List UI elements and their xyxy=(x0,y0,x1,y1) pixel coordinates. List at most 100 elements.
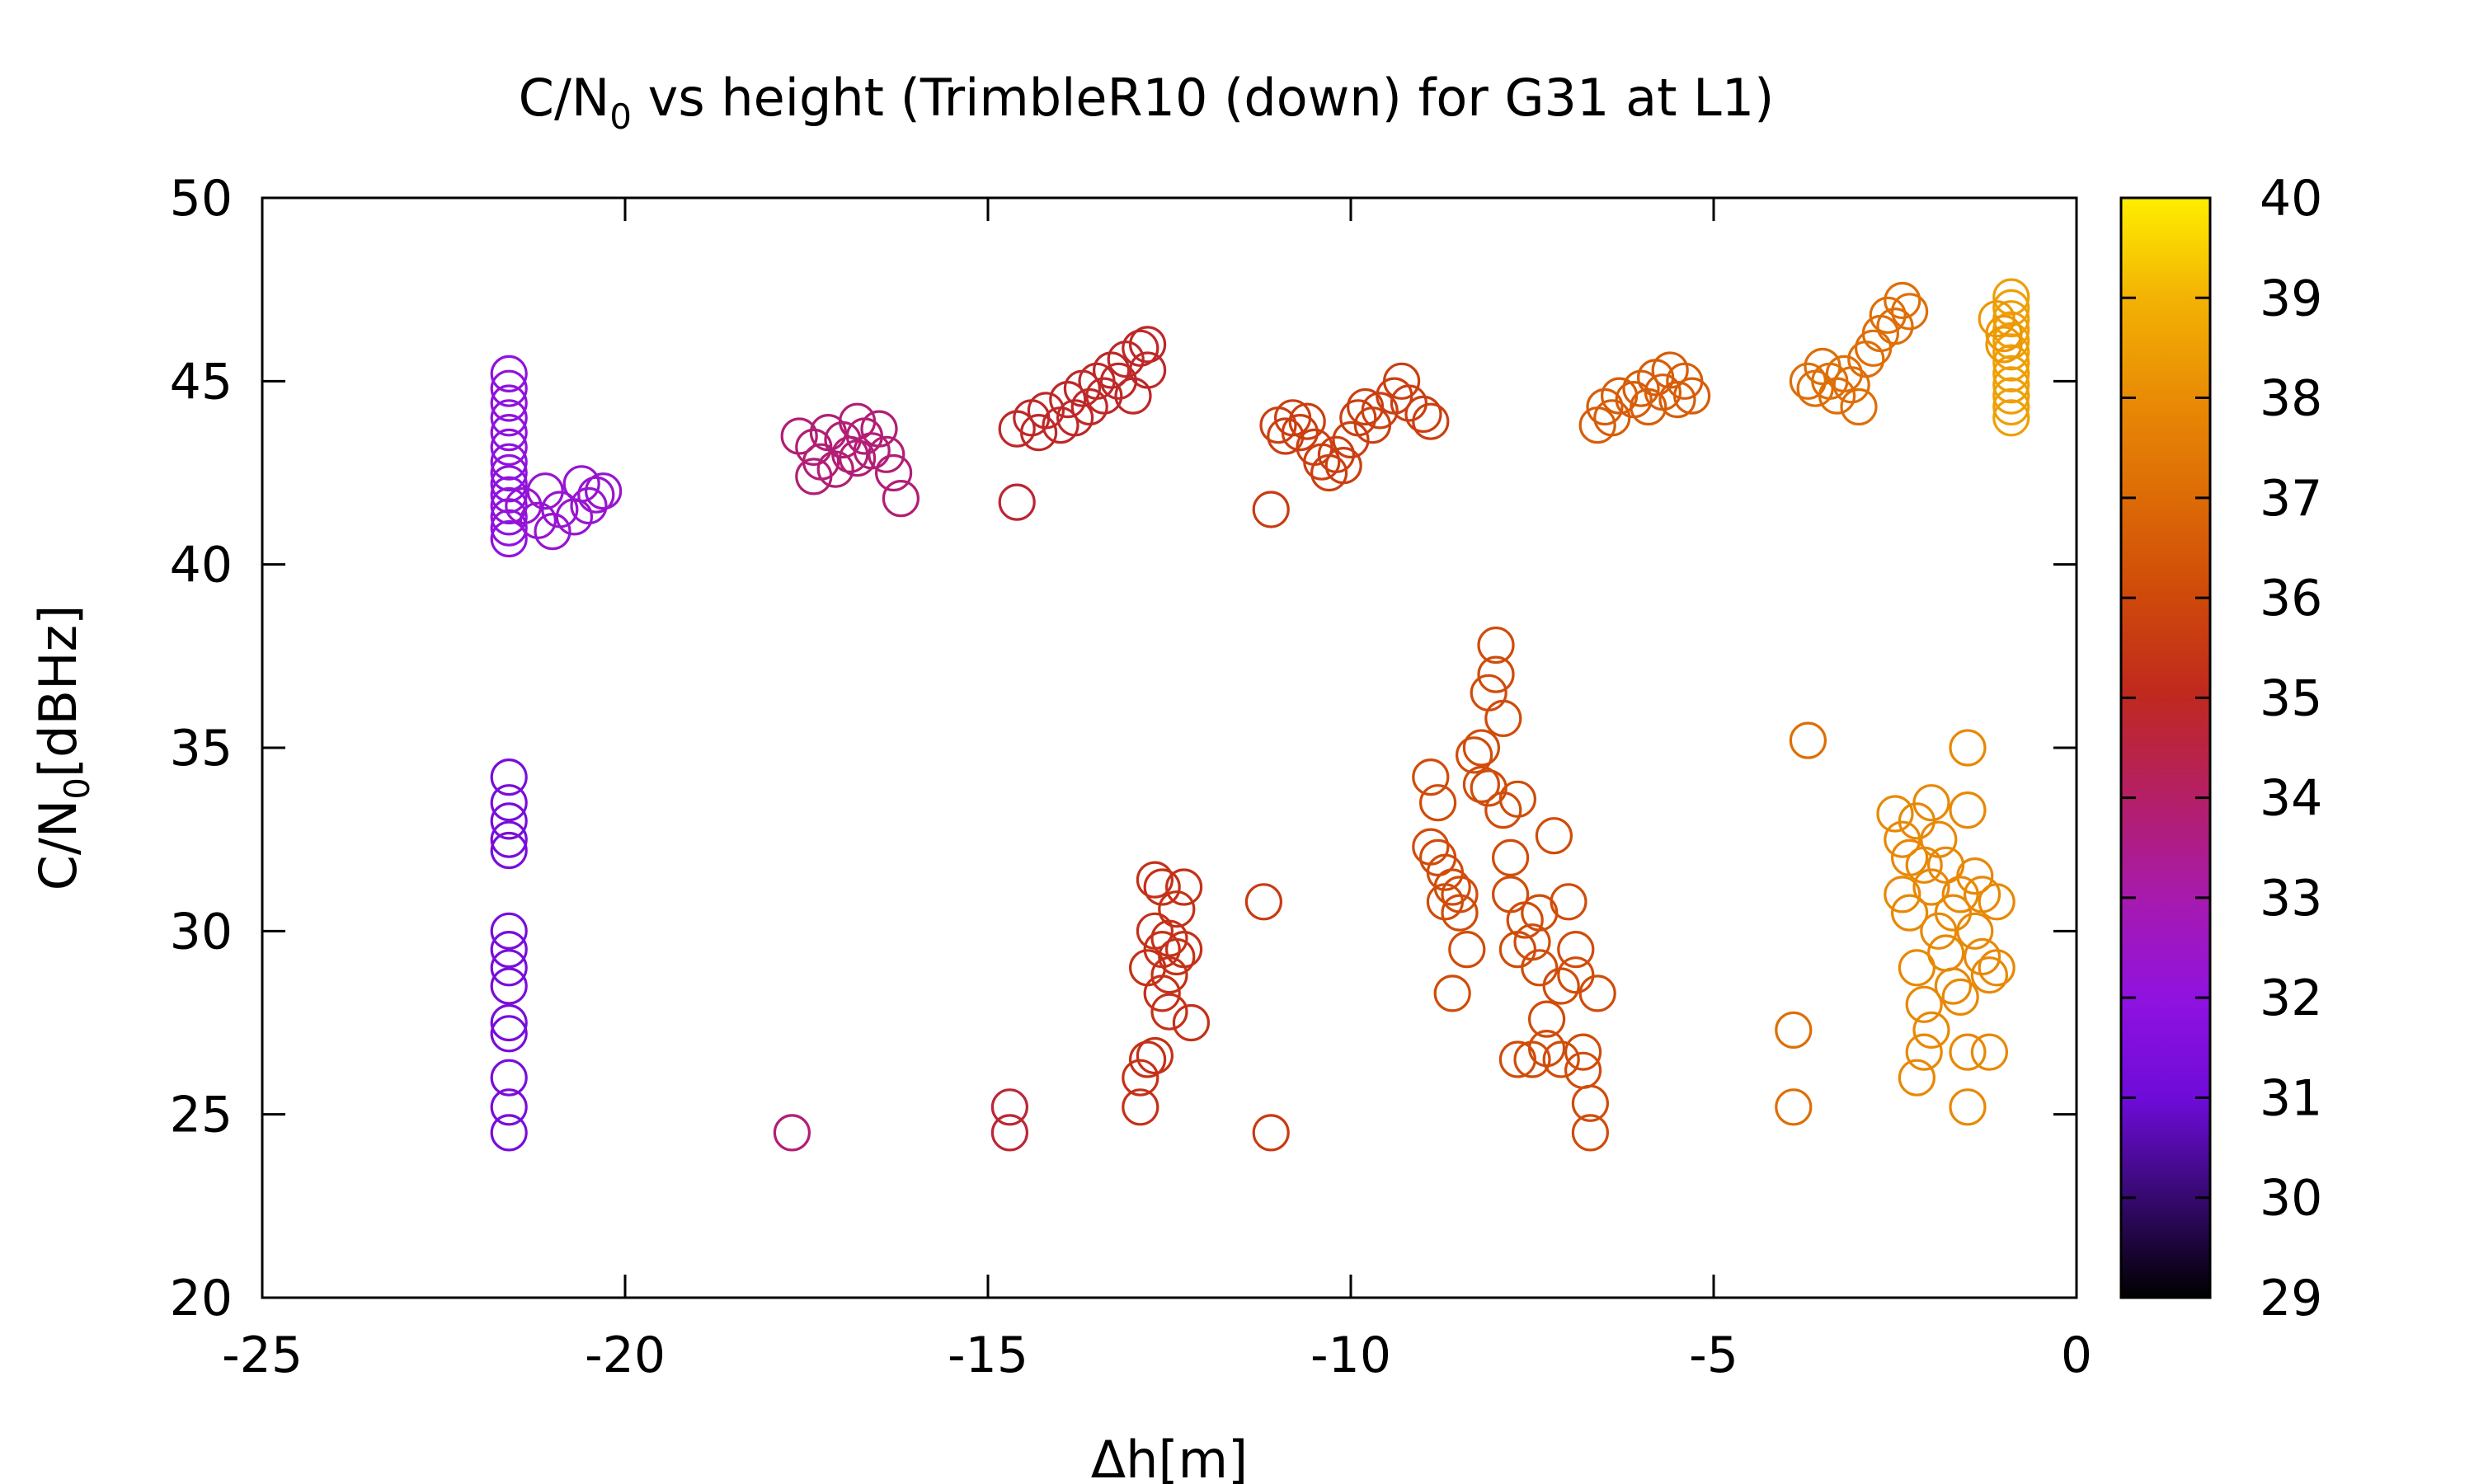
data-point xyxy=(490,498,528,536)
data-point xyxy=(1898,949,1935,987)
data-point xyxy=(1128,1040,1167,1078)
data-point xyxy=(1992,333,2030,371)
chart-title: C/N0 vs height (TrimbleR10 (down) for G3… xyxy=(519,68,1775,137)
data-point xyxy=(1789,362,1827,400)
data-point xyxy=(990,1088,1029,1126)
data-point xyxy=(1158,937,1196,976)
data-point xyxy=(1956,857,1994,895)
colorbar-tick-label: 40 xyxy=(2260,170,2322,228)
data-point xyxy=(490,413,528,452)
data-point xyxy=(1498,780,1537,818)
data-point xyxy=(1244,883,1283,921)
data-point xyxy=(1630,387,1667,426)
data-point xyxy=(1992,399,2030,437)
data-point xyxy=(1092,351,1131,389)
colorbar-ticks: 29 30 31 32 33 34 35 36 37 38 39 40 xyxy=(2121,170,2322,1327)
data-point xyxy=(490,428,528,467)
data-point xyxy=(853,432,891,470)
data-point xyxy=(1840,387,1878,426)
data-point xyxy=(1912,784,1950,822)
data-point xyxy=(990,1114,1029,1152)
data-point xyxy=(1651,351,1689,389)
data-point xyxy=(505,486,543,525)
data-point xyxy=(490,476,528,514)
data-point xyxy=(1985,326,2023,364)
data-point xyxy=(1150,993,1188,1031)
data-point xyxy=(1992,366,2030,404)
data-point xyxy=(1535,817,1573,855)
data-point xyxy=(1477,626,1515,665)
data-point xyxy=(780,417,818,455)
data-point xyxy=(1128,351,1167,389)
data-point xyxy=(1324,446,1362,485)
data-point xyxy=(490,384,528,422)
data-point xyxy=(1070,387,1108,426)
data-point xyxy=(490,802,528,840)
colorbar-tick-label: 30 xyxy=(2260,1170,2322,1228)
data-point xyxy=(882,479,920,518)
data-point xyxy=(1361,392,1399,430)
data-point xyxy=(1869,296,1907,334)
data-point xyxy=(1912,1011,1950,1050)
colorbar-tick-label: 34 xyxy=(2260,770,2322,828)
data-point xyxy=(1172,1003,1211,1042)
data-point xyxy=(490,465,528,503)
data-point xyxy=(1122,1059,1159,1097)
data-point xyxy=(1252,1114,1290,1152)
data-point xyxy=(1891,894,1929,932)
data-point xyxy=(490,399,528,437)
data-point xyxy=(1027,392,1065,430)
data-point xyxy=(490,519,528,558)
data-point xyxy=(1912,868,1950,906)
colorbar-tick-label: 31 xyxy=(2260,1069,2322,1127)
data-point xyxy=(816,450,854,488)
data-point xyxy=(1876,308,1914,345)
data-point xyxy=(1927,934,1965,972)
data-point xyxy=(1158,890,1196,928)
data-point xyxy=(1992,377,2030,415)
data-point xyxy=(534,512,571,551)
data-point xyxy=(1462,729,1501,767)
y-tick-label: 50 xyxy=(170,170,233,228)
data-point xyxy=(1898,1059,1935,1097)
data-point xyxy=(1949,1088,1987,1126)
data-point xyxy=(1949,791,1987,829)
data-point xyxy=(860,410,898,448)
data-point xyxy=(1252,491,1290,528)
data-point xyxy=(1412,402,1450,440)
data-point xyxy=(1462,765,1501,804)
colorbar-tick-label: 38 xyxy=(2260,370,2322,428)
data-point xyxy=(1418,784,1457,822)
data-point xyxy=(1571,1084,1610,1122)
data-point xyxy=(1992,387,2030,426)
data-point xyxy=(1433,974,1471,1012)
y-tick-label: 20 xyxy=(170,1270,233,1327)
data-point xyxy=(490,1114,528,1152)
data-point xyxy=(1876,795,1914,833)
data-point xyxy=(1673,377,1711,415)
data-point xyxy=(490,369,528,407)
data-point xyxy=(490,930,528,969)
data-point xyxy=(1934,894,1972,932)
y-axis-label: C/N0[dBHz] xyxy=(28,605,97,891)
data-point xyxy=(998,410,1036,448)
data-point xyxy=(1317,435,1356,473)
colorbar-tick-label: 36 xyxy=(2260,570,2322,627)
data-point xyxy=(1992,278,2030,316)
y-tick-label: 45 xyxy=(170,353,233,411)
data-point xyxy=(1884,876,1921,913)
data-point xyxy=(1150,919,1188,957)
colorbar-tick-label: 37 xyxy=(2260,470,2322,528)
data-point xyxy=(1019,413,1058,452)
data-point xyxy=(490,453,528,492)
data-point xyxy=(1825,355,1863,392)
data-point xyxy=(584,472,623,510)
data-point xyxy=(1775,1011,1813,1050)
x-tick-label: -20 xyxy=(585,1327,666,1384)
data-point xyxy=(490,1015,528,1053)
data-point xyxy=(1557,930,1595,969)
data-point xyxy=(490,443,528,481)
data-point xyxy=(998,483,1036,521)
data-point xyxy=(1382,362,1421,400)
